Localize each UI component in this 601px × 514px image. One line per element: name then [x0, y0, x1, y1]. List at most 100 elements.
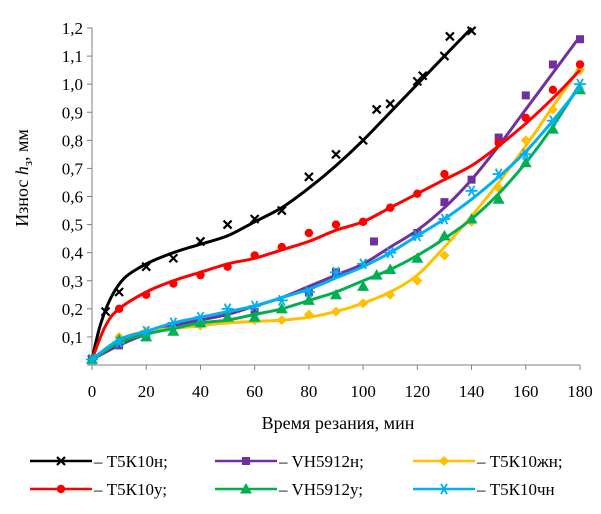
legend-item: – Т5К10жн; — [413, 452, 563, 471]
data-point-x — [466, 26, 477, 36]
data-point-asterisk — [465, 185, 478, 197]
data-point-x — [141, 261, 152, 272]
data-point-triangle — [330, 288, 342, 300]
y-tick-label: 1,0 — [62, 75, 83, 94]
series-line — [90, 26, 473, 360]
data-point-x — [331, 149, 341, 160]
y-axis-title-suffix: , мм — [12, 129, 32, 161]
data-point-diamond — [358, 298, 369, 309]
data-point-triangle — [438, 229, 451, 241]
data-point-triangle — [140, 330, 153, 342]
data-point-triangle — [275, 302, 288, 314]
legend-item: – Т5К10чн — [413, 480, 555, 499]
data-point-circle — [358, 217, 368, 226]
legend-label: – VH5912н; — [278, 452, 364, 471]
y-tick-label: 0,1 — [62, 328, 83, 347]
data-point-triangle — [357, 280, 370, 291]
y-tick-label: 0,7 — [62, 159, 84, 178]
data-point-triangle — [167, 325, 180, 336]
data-point-circle — [521, 113, 530, 123]
data-point-x — [358, 135, 368, 146]
y-tick-label: 0,3 — [62, 272, 83, 291]
series-4 — [87, 60, 585, 364]
legend-label: – Т5К10жн; — [476, 452, 563, 471]
data-point-asterisk — [330, 266, 342, 278]
data-point-circle — [440, 169, 449, 179]
data-point-x — [304, 172, 314, 182]
y-tick-label: 0,9 — [62, 103, 83, 122]
x-tick-label: 0 — [88, 382, 97, 401]
data-point-triangle — [546, 123, 559, 134]
data-point-diamond — [547, 104, 558, 115]
x-tick-label: 180 — [567, 382, 593, 401]
data-point-diamond — [331, 306, 341, 317]
data-point-x — [168, 253, 179, 264]
series-line — [90, 69, 582, 360]
legend-marker-triangle — [240, 483, 252, 494]
legend-label: – Т5К10чн — [476, 480, 555, 499]
data-point-asterisk — [167, 317, 180, 329]
data-point-asterisk — [302, 286, 315, 298]
data-point-triangle — [411, 252, 424, 263]
data-point-diamond — [520, 135, 531, 146]
data-point-triangle — [370, 269, 383, 280]
data-point-asterisk — [411, 230, 424, 242]
x-axis-title: Время резания, мин — [262, 413, 415, 433]
data-point-circle — [114, 304, 124, 314]
data-point-circle — [413, 189, 422, 198]
y-tick-label: 1,1 — [62, 47, 83, 66]
data-point-asterisk — [438, 213, 451, 225]
x-tick-label: 80 — [300, 382, 317, 401]
data-point-triangle — [221, 311, 234, 322]
legend-marker-square — [242, 457, 250, 465]
legend-marker-x — [56, 456, 66, 466]
data-point-triangle — [492, 193, 505, 204]
y-axis-title-italic: h — [12, 166, 32, 175]
data-point-x — [114, 287, 124, 297]
data-point-square — [548, 60, 557, 69]
legend: – Т5К10н; – VH5912н; – Т5К10жн; – Т5К10у; – … — [30, 452, 563, 499]
y-axis-title: Износ hз, мм — [12, 129, 35, 227]
x-tick-label: 20 — [138, 382, 155, 401]
data-point-asterisk — [275, 294, 288, 307]
x-tick-label: 60 — [246, 382, 263, 401]
data-point-asterisk — [140, 325, 153, 337]
data-point-triangle — [465, 212, 478, 224]
data-point-diamond — [276, 315, 287, 326]
legend-label: – Т5К10н; — [93, 452, 168, 471]
x-tick-label: 100 — [350, 382, 376, 401]
data-point-x — [276, 205, 287, 216]
y-tick-label: 0,8 — [62, 131, 83, 150]
data-point-diamond — [385, 289, 396, 300]
data-point-square — [440, 198, 449, 207]
data-point-asterisk — [519, 148, 532, 161]
y-tick-label: 0,5 — [62, 216, 83, 235]
data-point-x — [249, 214, 260, 224]
data-point-x — [417, 70, 428, 81]
data-point-x — [222, 219, 233, 230]
data-point-x — [385, 99, 396, 109]
data-point-asterisk — [113, 336, 126, 349]
data-point-circle — [277, 242, 286, 252]
y-tick-label: 1,2 — [62, 19, 83, 38]
data-point-triangle — [302, 294, 315, 305]
axis-labels: Износ hз, мм Время резания, мин — [12, 129, 415, 433]
x-tick-label: 120 — [405, 382, 431, 401]
data-point-square — [576, 35, 584, 44]
data-point-square — [521, 91, 530, 100]
axes: 0,1 0,2 0,3 0,4 0,5 0,6 0,7 0,8 0,9 1,0 1,1 1,2 0 20 4… — [62, 19, 593, 401]
x-tick-label: 160 — [513, 382, 539, 401]
data-point-diamond — [439, 250, 450, 261]
legend-item: – Т5К10н; — [30, 452, 168, 471]
legend-label: – VH5912у; — [278, 480, 363, 499]
data-point-square — [467, 175, 476, 184]
data-point-asterisk — [221, 303, 234, 315]
data-point-circle — [575, 60, 585, 69]
data-point-diamond — [412, 275, 423, 286]
series-layer — [86, 26, 586, 366]
legend-item: – VH5912у; — [215, 480, 363, 499]
y-axis-title-sub: з — [20, 161, 35, 166]
series-6 — [86, 78, 586, 366]
